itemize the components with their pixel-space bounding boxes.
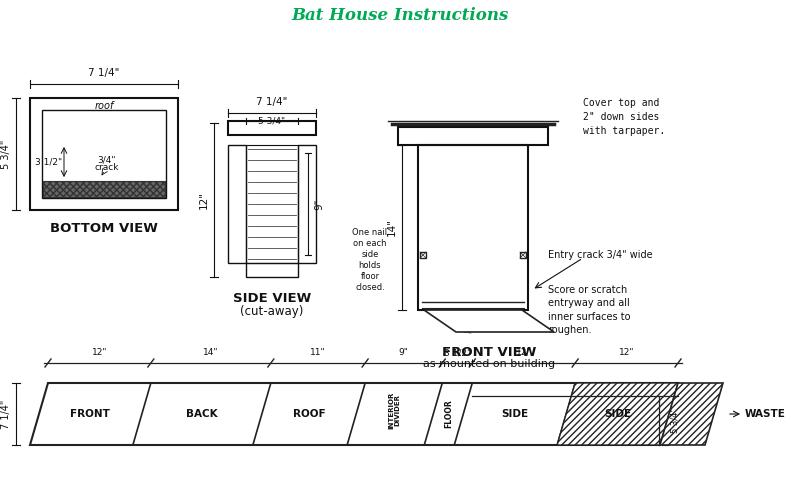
Polygon shape	[424, 310, 554, 332]
Bar	[228, 145, 246, 263]
Text: (cut-away): (cut-away)	[240, 304, 304, 318]
Text: 14": 14"	[387, 218, 397, 236]
Bar	[298, 145, 316, 263]
Text: SIDE VIEW: SIDE VIEW	[233, 292, 311, 306]
Text: 11": 11"	[310, 348, 326, 357]
Bar	[228, 121, 316, 135]
Text: 5 3/4": 5 3/4"	[1, 140, 11, 168]
Text: DIVIDER: DIVIDER	[394, 394, 401, 426]
Text: 3/4": 3/4"	[98, 156, 116, 164]
Bar	[30, 98, 178, 210]
Bar	[520, 252, 526, 258]
Text: 3 1/2": 3 1/2"	[444, 348, 471, 357]
Text: 12": 12"	[619, 348, 634, 357]
Text: crack: crack	[94, 164, 119, 172]
Polygon shape	[660, 383, 723, 445]
Text: FLOOR: FLOOR	[444, 400, 453, 428]
Text: WASTE: WASTE	[745, 409, 786, 419]
Text: FRONT: FRONT	[70, 409, 110, 419]
Polygon shape	[30, 383, 678, 445]
Text: Bat House Instructions: Bat House Instructions	[291, 8, 509, 24]
Text: 14": 14"	[203, 348, 218, 357]
Text: BOTTOM VIEW: BOTTOM VIEW	[50, 222, 158, 234]
Text: 7 1/4": 7 1/4"	[1, 400, 11, 428]
Text: 9": 9"	[314, 198, 324, 209]
Text: FRONT VIEW: FRONT VIEW	[442, 346, 536, 358]
Text: 12": 12"	[199, 191, 209, 209]
Text: ROOF: ROOF	[293, 409, 326, 419]
Text: 7 1/4": 7 1/4"	[88, 68, 120, 78]
Text: 5 3/4": 5 3/4"	[670, 408, 679, 433]
Text: 9": 9"	[398, 348, 409, 357]
Text: 12": 12"	[92, 348, 107, 357]
Bar	[420, 252, 426, 258]
Bar	[398, 127, 548, 145]
Bar	[42, 110, 166, 198]
Text: Score or scratch
entryway and all
inner surfaces to
roughen.: Score or scratch entryway and all inner …	[548, 285, 630, 335]
Text: SIDE: SIDE	[501, 409, 528, 419]
Text: 3 1/2": 3 1/2"	[35, 158, 62, 166]
Text: 7 1/4": 7 1/4"	[256, 97, 288, 107]
Text: SIDE: SIDE	[604, 409, 631, 419]
Text: Entry crack 3/4" wide: Entry crack 3/4" wide	[548, 250, 653, 260]
Text: Cover top and
2" down sides
with tarpaper.: Cover top and 2" down sides with tarpape…	[583, 98, 666, 136]
Text: 5 3/4": 5 3/4"	[258, 116, 286, 125]
Text: as mounted on building: as mounted on building	[423, 359, 555, 369]
Text: 12": 12"	[516, 348, 531, 357]
Bar	[43, 181, 165, 197]
Polygon shape	[557, 383, 678, 445]
Bar	[418, 145, 528, 310]
Bar	[246, 145, 298, 263]
Text: BACK: BACK	[186, 409, 218, 419]
Bar	[246, 263, 298, 277]
Text: INTERIOR: INTERIOR	[389, 392, 394, 428]
Text: One nail
on each
side
holds
floor
closed.: One nail on each side holds floor closed…	[353, 228, 387, 292]
Text: roof: roof	[94, 101, 114, 111]
